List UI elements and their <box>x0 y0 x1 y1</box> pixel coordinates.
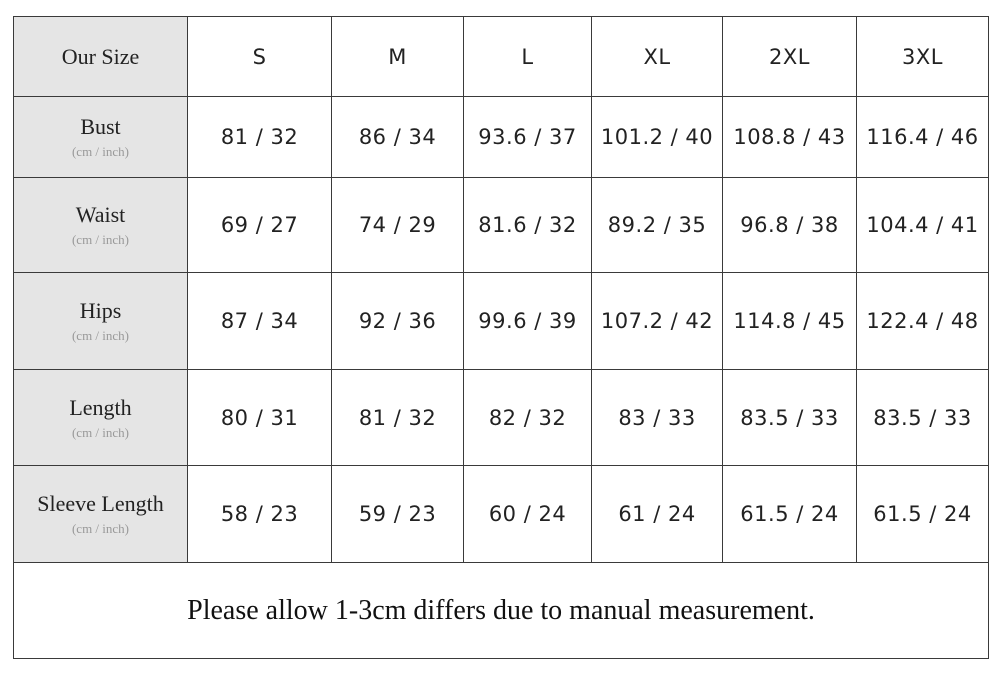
measure-cell: 108.8 / 43 <box>722 96 857 178</box>
size-label: L <box>521 44 534 69</box>
size-label: M <box>388 44 407 69</box>
measure-cell: 122.4 / 48 <box>856 272 989 370</box>
measure-cell: 61 / 24 <box>591 465 723 563</box>
measure-cell: 101.2 / 40 <box>591 96 723 178</box>
row-label: Sleeve Length <box>37 491 164 516</box>
row-label: Hips <box>79 298 122 323</box>
measure-value: 83.5 / 33 <box>740 405 839 430</box>
measure-value: 122.4 / 48 <box>866 309 979 333</box>
measure-value: 92 / 36 <box>358 309 437 333</box>
row-header: Sleeve Length (cm / inch) <box>13 465 188 563</box>
measure-cell: 93.6 / 37 <box>463 96 592 178</box>
measure-value: 108.8 / 43 <box>733 125 846 149</box>
measure-value: 61 / 24 <box>618 502 696 526</box>
measure-value: 61.5 / 24 <box>740 502 839 526</box>
size-header: XL <box>591 16 723 97</box>
measure-value: 101.2 / 40 <box>600 125 714 149</box>
size-label: S <box>252 44 267 69</box>
measure-value: 104.4 / 41 <box>866 213 979 237</box>
measure-cell: 82 / 32 <box>463 369 592 466</box>
measure-cell: 116.4 / 46 <box>856 96 989 178</box>
row-header: Bust (cm / inch) <box>13 96 188 178</box>
measure-value: 93.6 / 37 <box>478 125 577 149</box>
row-header: Hips (cm / inch) <box>13 272 188 370</box>
measure-value: 89.2 / 35 <box>607 213 707 237</box>
measure-cell: 87 / 34 <box>187 272 332 370</box>
measure-cell: 81.6 / 32 <box>463 177 592 273</box>
row-header: Waist (cm / inch) <box>13 177 188 273</box>
measure-value: 99.6 / 39 <box>478 309 577 333</box>
measure-cell: 61.5 / 24 <box>722 465 857 563</box>
measure-value: 116.4 / 46 <box>866 125 979 149</box>
measure-value: 61.5 / 24 <box>873 502 972 526</box>
measure-cell: 86 / 34 <box>331 96 464 178</box>
row-unit: (cm / inch) <box>71 521 130 536</box>
measure-value: 96.8 / 38 <box>740 213 839 237</box>
measure-value: 114.8 / 45 <box>733 309 846 333</box>
measure-value: 59 / 23 <box>358 502 437 526</box>
size-header: M <box>331 16 464 97</box>
note-text: Please allow 1-3cm differs due to manual… <box>187 594 815 626</box>
measure-value: 81 / 32 <box>220 125 299 149</box>
note-row: Please allow 1-3cm differs due to manual… <box>13 562 989 659</box>
measure-value: 69 / 27 <box>220 213 299 237</box>
measure-cell: 104.4 / 41 <box>856 177 989 273</box>
row-unit: (cm / inch) <box>71 144 130 159</box>
measure-cell: 60 / 24 <box>463 465 592 563</box>
row-unit: (cm / inch) <box>71 424 130 440</box>
row-label: Waist <box>75 202 126 227</box>
measure-cell: 74 / 29 <box>331 177 464 273</box>
measure-cell: 69 / 27 <box>187 177 332 273</box>
measure-cell: 92 / 36 <box>331 272 464 370</box>
measure-cell: 114.8 / 45 <box>722 272 857 370</box>
measure-cell: 83.5 / 33 <box>856 369 989 466</box>
measure-cell: 107.2 / 42 <box>591 272 723 370</box>
measure-cell: 89.2 / 35 <box>591 177 723 273</box>
measure-value: 107.2 / 42 <box>600 309 714 333</box>
measure-cell: 99.6 / 39 <box>463 272 592 370</box>
size-header: 2XL <box>722 16 857 97</box>
measure-cell: 81 / 32 <box>187 96 332 178</box>
measure-value: 80 / 31 <box>220 405 299 430</box>
row-label: Bust <box>80 114 121 139</box>
measure-cell: 96.8 / 38 <box>722 177 857 273</box>
measure-value: 81.6 / 32 <box>478 213 577 237</box>
row-unit: (cm / inch) <box>71 328 130 343</box>
row-unit: (cm / inch) <box>71 232 130 247</box>
measure-value: 83 / 33 <box>618 405 696 430</box>
header-label: Our Size <box>61 43 140 69</box>
measure-value: 60 / 24 <box>488 502 567 526</box>
measure-value: 81 / 32 <box>358 405 437 430</box>
measure-value: 58 / 23 <box>220 502 299 526</box>
corner-header: Our Size <box>13 16 188 97</box>
size-label: XL <box>643 44 671 69</box>
measure-cell: 83.5 / 33 <box>722 369 857 466</box>
size-header: L <box>463 16 592 97</box>
row-header: Length (cm / inch) <box>13 369 188 466</box>
measure-value: 86 / 34 <box>358 125 437 149</box>
row-label: Length <box>69 394 132 420</box>
measure-value: 87 / 34 <box>220 309 299 333</box>
measure-value: 74 / 29 <box>358 213 437 237</box>
measure-cell: 80 / 31 <box>187 369 332 466</box>
size-label: 3XL <box>902 44 943 69</box>
measure-cell: 59 / 23 <box>331 465 464 563</box>
measure-cell: 58 / 23 <box>187 465 332 563</box>
size-label: 2XL <box>769 44 810 69</box>
size-header: 3XL <box>856 16 989 97</box>
measure-cell: 83 / 33 <box>591 369 723 466</box>
measure-cell: 81 / 32 <box>331 369 464 466</box>
size-header: S <box>187 16 332 97</box>
measure-value: 83.5 / 33 <box>873 405 972 430</box>
measure-cell: 61.5 / 24 <box>856 465 989 563</box>
measure-value: 82 / 32 <box>488 405 567 430</box>
